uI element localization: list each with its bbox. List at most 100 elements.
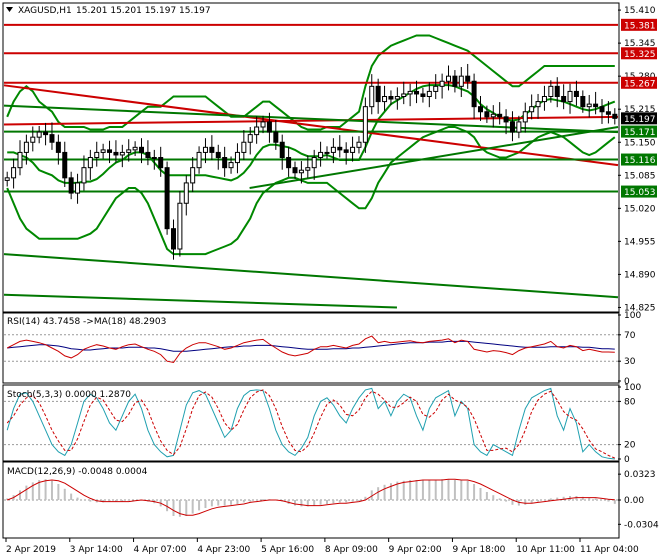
candle: [330, 146, 336, 153]
candle: [228, 162, 234, 169]
candle: [516, 121, 522, 133]
axis-tick-label: -0.0304: [624, 520, 659, 530]
triangle-icon: [6, 7, 13, 12]
price-tick-label: 15.215: [624, 105, 656, 115]
trendline: [249, 126, 619, 189]
trendlines: [3, 84, 619, 309]
price-tick-label: 15.085: [624, 171, 656, 181]
axis-tick-label: 0.0323: [624, 470, 656, 480]
level-tag: 15.325: [621, 47, 657, 60]
time-tick-label: 4 Apr 23:00: [197, 545, 250, 555]
price-tick-label: 15.150: [624, 138, 656, 148]
level-tag-bg: [621, 125, 657, 138]
time-tick-label: 9 Apr 02:00: [389, 545, 442, 555]
level-label: 15.325: [624, 50, 656, 60]
level-tag: 15.381: [621, 18, 657, 31]
candle: [554, 85, 560, 98]
candle: [11, 167, 17, 179]
macd-indicator: 0.0323 0.00 -0.0304: [4, 470, 659, 530]
candle: [503, 116, 509, 123]
horizontal-levels: [4, 23, 618, 193]
candle: [75, 182, 81, 194]
candle: [215, 151, 221, 159]
candle: [81, 167, 87, 184]
candle: [209, 146, 215, 153]
trendline: [3, 115, 619, 126]
candle: [382, 96, 388, 103]
level-tag: 15.053: [621, 185, 657, 198]
candle: [369, 85, 375, 108]
candle: [4, 177, 10, 181]
candle: [484, 111, 490, 118]
candle: [158, 157, 164, 169]
candle: [593, 103, 599, 108]
level-tag-bg: [621, 153, 657, 166]
candle: [139, 146, 145, 153]
price-tick-label: 14.890: [624, 270, 656, 280]
candle: [362, 106, 368, 143]
level-label: 15.381: [624, 21, 656, 31]
level-tag-bg: [621, 18, 657, 31]
candle: [298, 169, 304, 174]
stoch-panel-frame: [2, 384, 620, 462]
candle: [55, 141, 61, 153]
level-label: 15.053: [624, 188, 656, 198]
candle: [420, 93, 426, 98]
candle: [343, 149, 349, 153]
bollinger-bands: [6, 34, 616, 256]
candle: [62, 151, 68, 179]
candle: [529, 106, 535, 113]
candle: [567, 90, 573, 103]
main-panel-frame: [2, 2, 620, 313]
time-tick-label: 3 Apr 14:00: [70, 545, 123, 555]
level-label: 15.267: [624, 79, 656, 89]
candle: [471, 80, 477, 108]
candle: [126, 149, 132, 153]
macd-label: MACD(12,26,9) -0.0048 0.0004: [7, 467, 148, 477]
candle: [164, 167, 170, 230]
level-label: 15.171: [624, 128, 656, 138]
main-title-group: XAGUSD,H1 15.201 15.201 15.197 15.197: [6, 6, 211, 16]
candle: [49, 134, 55, 143]
candle: [426, 90, 432, 97]
time-tick-label: 10 Apr 11:00: [516, 545, 575, 555]
candle: [254, 126, 260, 136]
stoch-d-line: [6, 389, 615, 459]
candle: [337, 146, 343, 151]
candle: [612, 113, 618, 119]
candle: [324, 151, 330, 154]
candle: [446, 75, 452, 82]
rsi-line: [6, 335, 615, 364]
price-tick-label: 15.345: [624, 39, 656, 49]
candle: [113, 151, 119, 156]
level-tag: 15.116: [621, 153, 657, 166]
candle: [439, 80, 445, 87]
level-tag: 15.171: [621, 125, 657, 138]
rsi-label: RSI(14) 43.7458 ->MA(18) 48.2903: [7, 317, 166, 327]
candle: [196, 151, 202, 169]
level-labels: 15.381 15.325 15.267 15.171 15.116 15.053 15.1…: [621, 18, 657, 198]
axis-tick-label: 30: [624, 357, 636, 367]
symbol-label: XAGUSD,H1: [18, 6, 72, 16]
candle: [586, 103, 592, 108]
candle: [183, 182, 189, 204]
candle: [202, 146, 208, 153]
candle: [394, 96, 400, 100]
axis-tick-label: 0.00: [624, 496, 644, 506]
price-tick-label: 14.825: [624, 303, 656, 313]
level-tag-bg: [621, 47, 657, 60]
candle: [132, 146, 138, 151]
candle: [375, 85, 381, 103]
candles: [4, 63, 618, 260]
candle: [599, 106, 605, 113]
current-price-bg: [621, 112, 657, 125]
candle: [490, 113, 496, 118]
candle: [580, 96, 586, 108]
candle: [279, 141, 285, 158]
axis-tick-label: 20: [624, 441, 636, 451]
candle: [356, 141, 362, 148]
candle: [100, 149, 106, 153]
candle: [107, 149, 113, 153]
candle: [17, 151, 23, 169]
time-tick-label: 4 Apr 07:00: [134, 545, 187, 555]
